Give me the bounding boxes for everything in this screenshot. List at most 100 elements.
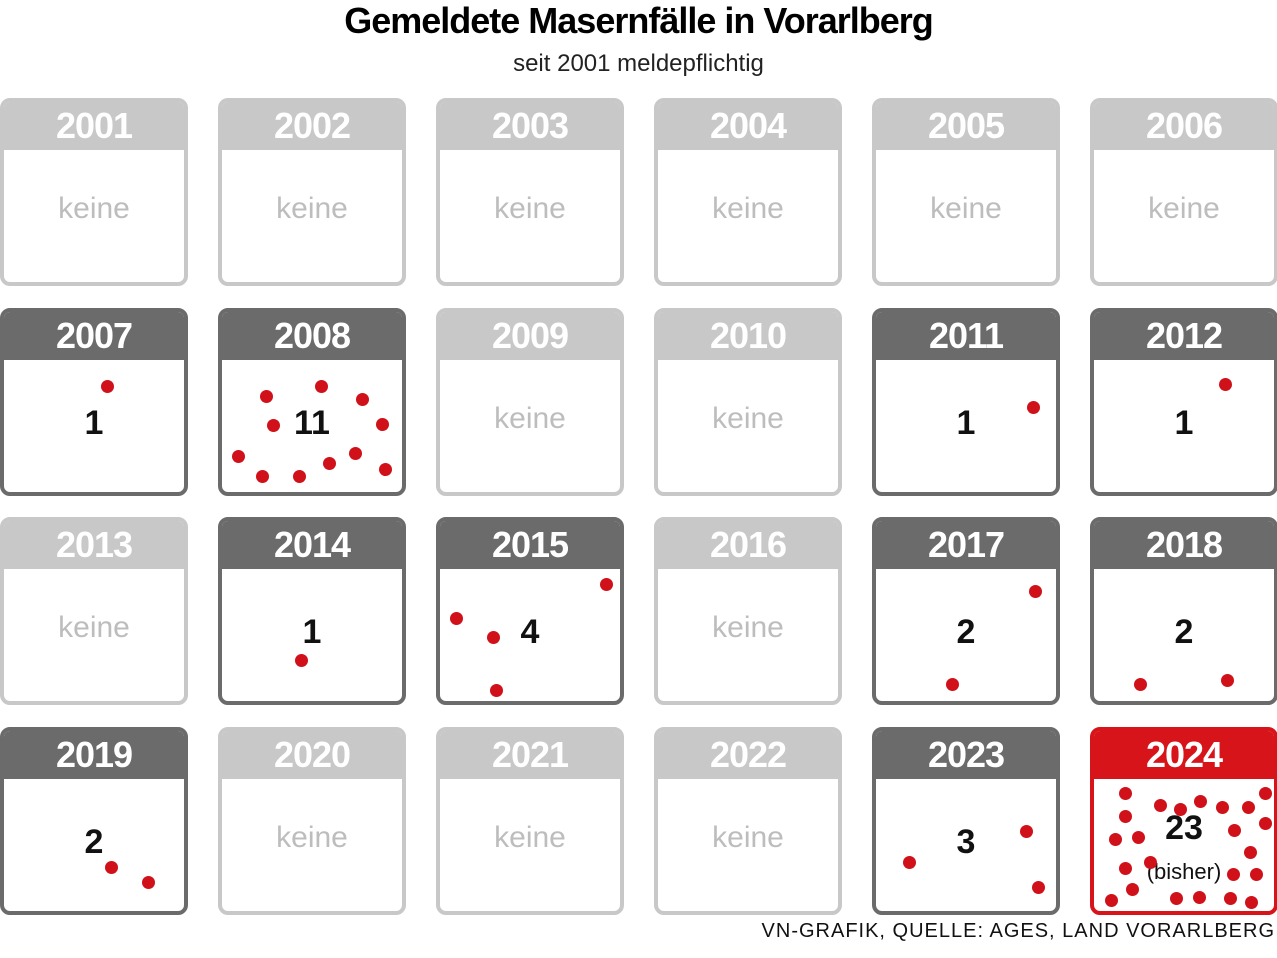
- case-dot: [142, 875, 156, 889]
- title: Gemeldete Masernfälle in Vorarlberg: [344, 0, 934, 41]
- year-label: 2012: [1094, 311, 1274, 360]
- case-dot: [1108, 832, 1122, 846]
- case-dot: [1241, 801, 1255, 815]
- no-cases: keine: [276, 820, 348, 854]
- case-dot: [1193, 794, 1207, 808]
- subtitle: seit 2001 meldepflichtig: [513, 50, 764, 77]
- case-dot: [232, 449, 246, 463]
- no-cases: keine: [712, 820, 784, 854]
- case-dot: [449, 611, 463, 625]
- case-count: 1: [956, 403, 976, 442]
- no-cases: keine: [712, 192, 784, 225]
- case-dot: [1026, 400, 1040, 414]
- year-card: 2024 23 (bisher): [1090, 726, 1277, 915]
- case-dot: [1226, 867, 1240, 881]
- year-card: 2019 2: [0, 726, 188, 915]
- year-label: 2003: [440, 102, 620, 150]
- year-card: 2013 keine: [0, 517, 188, 705]
- case-count: 1: [302, 613, 322, 651]
- no-cases: keine: [712, 611, 784, 644]
- year-card: 2005 keine: [872, 98, 1060, 286]
- year-card: 2015 4: [436, 517, 624, 705]
- year-label: 2021: [440, 730, 620, 779]
- case-dot: [1143, 856, 1157, 870]
- case-count: 4: [520, 613, 540, 651]
- case-dot: [1133, 677, 1147, 691]
- year-label: 2002: [222, 102, 402, 150]
- no-cases: keine: [58, 611, 130, 644]
- case-dot: [355, 393, 369, 407]
- case-dot: [1170, 892, 1184, 906]
- year-card: 2011 1: [872, 307, 1060, 496]
- year-label: 2013: [4, 521, 184, 569]
- case-dot: [295, 653, 309, 667]
- case-dot: [259, 389, 273, 403]
- year-card: 2018 2: [1090, 517, 1277, 705]
- year-card: 2009 keine: [436, 307, 624, 496]
- year-card: 2001 keine: [0, 98, 188, 286]
- year-card: 2020 keine: [218, 726, 406, 915]
- case-dot: [1105, 893, 1119, 907]
- year-label: 2017: [876, 521, 1056, 569]
- case-count: 2: [956, 613, 976, 651]
- case-dot: [1020, 825, 1034, 839]
- no-cases: keine: [494, 820, 566, 854]
- year-label: 2014: [222, 521, 402, 569]
- case-dot: [903, 856, 917, 870]
- case-count: 3: [956, 822, 976, 861]
- case-dot: [1227, 823, 1241, 837]
- case-dot: [1118, 786, 1132, 800]
- case-dot: [1118, 861, 1132, 875]
- case-dot: [1174, 802, 1188, 816]
- case-dot: [1244, 895, 1258, 909]
- no-cases: keine: [494, 401, 566, 435]
- no-cases: keine: [58, 192, 130, 225]
- year-label: 2001: [4, 102, 184, 150]
- case-dot: [487, 630, 501, 644]
- case-dot: [349, 447, 363, 461]
- source: VN-GRAFIK, QUELLE: AGES, LAND VORARLBERG: [761, 920, 1275, 942]
- no-cases: keine: [276, 192, 348, 225]
- case-dot: [1221, 674, 1235, 688]
- case-dot: [600, 578, 614, 592]
- case-dot: [490, 683, 504, 697]
- case-dot: [1218, 377, 1232, 391]
- year-card: 2016 keine: [654, 517, 842, 705]
- case-dot: [266, 419, 280, 433]
- year-label: 2009: [440, 311, 620, 360]
- case-count: 1: [1174, 403, 1194, 442]
- case-dot: [1244, 845, 1258, 859]
- year-card: 2003 keine: [436, 98, 624, 286]
- year-card: 2004 keine: [654, 98, 842, 286]
- case-dot: [1193, 891, 1206, 905]
- case-dot: [1029, 584, 1043, 598]
- year-label: 2015: [440, 521, 620, 569]
- year-label: 2019: [4, 730, 184, 779]
- case-count: 2: [1174, 613, 1194, 651]
- case-dot: [105, 860, 119, 874]
- year-label: 2006: [1094, 102, 1274, 150]
- year-label: 2023: [876, 730, 1056, 779]
- year-label: 2007: [4, 311, 184, 360]
- case-count: 1: [84, 403, 104, 442]
- case-dot: [1223, 892, 1237, 906]
- no-cases: keine: [930, 192, 1002, 225]
- case-dot: [946, 678, 960, 692]
- no-cases: keine: [494, 192, 566, 225]
- year-card: 2014 1: [218, 517, 406, 705]
- case-dot: [1216, 800, 1230, 814]
- year-card: 2022 keine: [654, 726, 842, 915]
- year-card: 2007 1: [0, 307, 188, 496]
- year-label: 2011: [876, 311, 1056, 360]
- case-dot: [1258, 787, 1272, 801]
- case-dot: [1118, 809, 1132, 823]
- case-dot: [1126, 883, 1140, 897]
- case-count: 11: [294, 403, 330, 442]
- case-count: 2: [84, 822, 104, 861]
- year-label: 2016: [658, 521, 838, 569]
- year-label: 2024: [1094, 730, 1274, 779]
- case-dot: [1153, 799, 1167, 813]
- case-dot: [1259, 817, 1273, 831]
- year-label: 2020: [222, 730, 402, 779]
